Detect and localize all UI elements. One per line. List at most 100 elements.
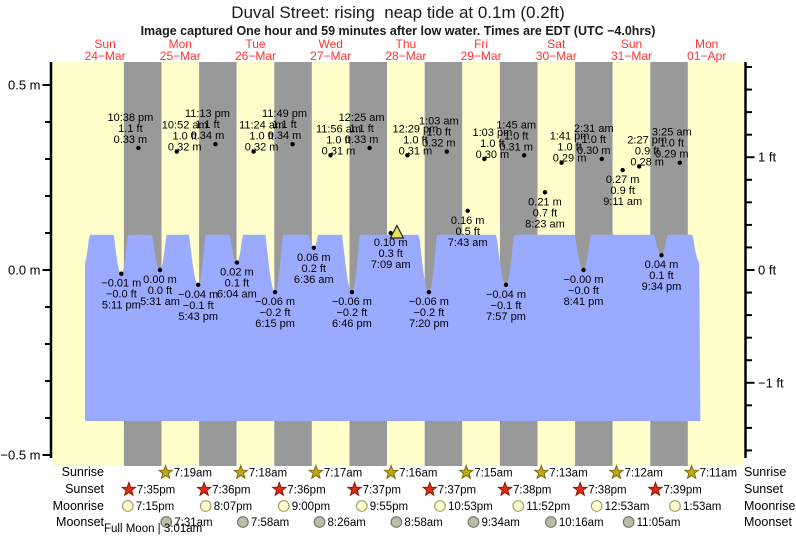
high-tide-label: 1.0 ft [249, 131, 273, 143]
low-tide-label: 6:15 pm [255, 318, 295, 330]
low-tide-label: 5:43 pm [178, 311, 218, 323]
moonrise-icon [669, 500, 681, 512]
low-tide-label: −0.06 m [332, 296, 372, 308]
high-tide-dot [444, 149, 449, 154]
day-header-date: 25−Mar [160, 49, 201, 63]
high-tide-label: 11:56 am [316, 123, 361, 135]
low-tide-dot [426, 290, 432, 295]
sunrise-time: 7:15am [474, 468, 512, 480]
high-tide-dot [521, 153, 527, 158]
almanac-caption-moonrise-right: Moonrise [744, 498, 796, 513]
sunset-icon [271, 481, 288, 497]
moonset-time: 9:34am [481, 517, 519, 529]
high-tide-label: 0.31 m [399, 145, 433, 157]
sunrise-icon [157, 464, 174, 480]
sunset-time: 7:36pm [212, 485, 250, 497]
high-tide-label: 0.33 m [114, 134, 148, 146]
moonset-time: 7:31am [174, 517, 212, 529]
sunrise-icon [307, 464, 324, 480]
moonrise-icon [199, 500, 212, 512]
sunset-time: 7:39pm [663, 485, 701, 497]
low-tide-dot [620, 167, 625, 173]
moonrise-icon [512, 500, 525, 512]
low-tide-dot [503, 282, 509, 287]
high-tide-label: 11:13 pm [185, 108, 230, 120]
high-tide-dot [367, 145, 372, 151]
low-tide-label: −0.06 m [255, 296, 295, 308]
day-header-dow: Mon [169, 37, 192, 51]
sunrise-icon [608, 464, 625, 480]
low-tide-dot [311, 245, 316, 250]
left-axis-label: 0.5 m [8, 78, 41, 93]
low-tide-label: 0.21 m [528, 196, 562, 208]
sunrise-time: 7:12am [624, 468, 662, 480]
low-tide-label: 6:46 pm [332, 318, 372, 330]
high-tide-label: 0.30 m [577, 145, 611, 157]
right-axis-label: 1 ft [758, 150, 776, 165]
low-tide-label: 0.3 ft [378, 248, 402, 260]
low-tide-label: 5:31 am [140, 296, 180, 308]
high-tide-label: 1:45 am [496, 119, 536, 131]
high-tide-label: 10:38 pm [107, 112, 153, 124]
moonset-icon [313, 516, 326, 528]
sunset-icon [572, 481, 589, 497]
sunrise-icon [533, 464, 550, 480]
high-tide-label: 11:24 am [239, 120, 284, 132]
sunset-time: 7:38pm [588, 485, 626, 497]
high-tide-dot [636, 164, 642, 169]
low-tide-label: 8:23 am [525, 218, 565, 230]
moonrise-icon [121, 500, 134, 512]
high-tide-label: 1.0 ft [403, 134, 427, 146]
low-tide-label: 0.9 ft [610, 185, 634, 197]
low-tide-label: 7:57 pm [486, 311, 526, 323]
day-header-date: 01−Apr [687, 49, 726, 63]
low-tide-label: 0.00 m [143, 274, 177, 286]
moonrise-time: 8:07pm [214, 501, 252, 513]
high-tide-label: 11:49 pm [262, 108, 307, 120]
high-tide-label: 2:31 am [574, 123, 614, 135]
low-tide-label: 0.10 m [374, 237, 408, 249]
day-header-dow: Wed [318, 37, 342, 51]
day-header-date: 28−Mar [385, 49, 426, 63]
sunrise-time: 7:18am [249, 468, 287, 480]
low-tide-dot [119, 271, 124, 276]
high-tide-dot [174, 149, 179, 154]
sunset-icon [120, 481, 137, 497]
low-tide-dot [542, 190, 548, 195]
day-header-date: 29−Mar [461, 49, 502, 63]
moonset-icon [622, 516, 635, 528]
sunset-time: 7:36pm [287, 485, 325, 497]
moonrise-time: 11:52pm [526, 501, 570, 513]
moonset-time: 10:16am [559, 517, 604, 529]
sunset-icon [497, 481, 514, 497]
low-tide-label: 0.7 ft [533, 207, 557, 219]
low-tide-label: −0.1 ft [183, 300, 214, 312]
low-tide-label: −0.2 ft [260, 307, 291, 319]
sunrise-time: 7:13am [549, 468, 587, 480]
low-tide-label: 0.2 ft [302, 263, 326, 275]
moonset-icon [467, 516, 480, 528]
high-tide-dot [559, 160, 564, 165]
high-tide-label: 1.0 ft [480, 138, 504, 150]
low-tide-label: 0.04 m [645, 259, 679, 271]
sunrise-time: 7:16am [399, 468, 437, 480]
moonrise-time: 9:55pm [370, 501, 408, 513]
low-tide-label: −0.2 ft [413, 307, 444, 319]
high-tide-label: 0.32 m [245, 142, 279, 154]
day-header-date: 24−Mar [85, 49, 126, 63]
moonrise-time: 9:00pm [292, 501, 330, 513]
sunset-icon [421, 481, 438, 497]
low-tide-label: 9:11 am [603, 196, 642, 208]
low-tide-label: 0.16 m [451, 215, 485, 227]
high-tide-dot [328, 153, 333, 158]
high-tide-label: 0.28 m [630, 156, 664, 168]
low-tide-label: 0.1 ft [649, 270, 673, 282]
high-tide-dot [290, 142, 295, 147]
high-tide-label: 0.32 m [168, 142, 202, 154]
low-tide-label: 9:34 pm [642, 281, 682, 293]
high-tide-label: 1.1 ft [349, 123, 373, 135]
right-axis-label: −1 ft [758, 375, 784, 390]
low-tide-label: 0.0 ft [148, 285, 172, 297]
full-moon-note: Full Moon | 3:01am [104, 523, 203, 535]
